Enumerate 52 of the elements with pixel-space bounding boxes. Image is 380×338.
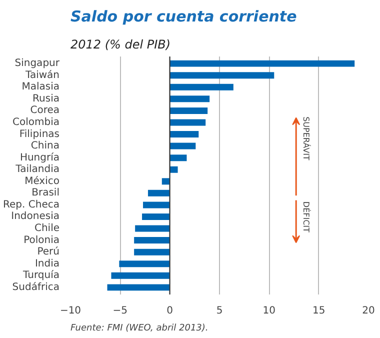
bar [170,72,274,79]
x-tick-label: 5 [216,306,223,316]
y-tick-label: Rusia [32,93,60,104]
bar [134,248,170,256]
bar [170,142,196,150]
y-tick-label: Perú [37,246,60,258]
bar [135,225,170,232]
bar [111,272,170,279]
bar [170,166,178,173]
x-tick-label: 0 [166,306,174,316]
x-tick-label: −5 [112,306,128,316]
y-tick-label: Corea [30,105,60,116]
x-tick-label: 15 [312,306,326,316]
bar [162,178,170,185]
y-tick-label: Colombia [12,116,60,128]
chart-title: Saldo por cuenta corriente [70,8,297,26]
y-tick-label: China [30,140,60,152]
y-tick-label: India [34,258,60,270]
bar [142,214,170,220]
y-tick-label: Filipinas [19,128,60,140]
x-tick-label: −10 [60,306,82,316]
y-tick-label: Indonesia [11,211,60,222]
bar [170,119,206,126]
annotation: SUPERÁVIT [302,116,312,160]
y-tick-label: Brasil [32,188,60,199]
annotation: DÉFICIT [302,201,312,233]
bar [107,284,170,291]
bar [170,107,208,114]
y-tick-label: Turquía [22,270,60,282]
y-tick-label: Tailandia [14,164,60,176]
bar [170,154,187,162]
x-tick-label: 20 [362,306,375,316]
bar [170,131,199,138]
y-tick-label: Sudáfrica [12,282,60,293]
y-tick-label: Hungría [20,152,60,164]
y-tick-label: Rep. Checa [3,199,60,210]
bar [170,84,234,90]
y-tick-label: Singapur [14,58,60,70]
bar [148,190,170,196]
bar [170,96,210,102]
bar [119,260,170,268]
bar [170,60,355,67]
source-note: Fuente: FMI (WEO, abril 2013). [70,324,208,334]
x-tick-label: 10 [262,306,276,316]
chart-subtitle: 2012 (% del PIB) [70,38,171,52]
y-tick-label: Malasia [22,82,60,93]
y-tick-label: Chile [34,223,60,234]
y-tick-label: México [24,176,60,187]
bar [143,202,170,208]
y-tick-label: Polonia [24,234,60,246]
y-tick-label: Taiwán [24,70,60,81]
bar [134,237,170,244]
